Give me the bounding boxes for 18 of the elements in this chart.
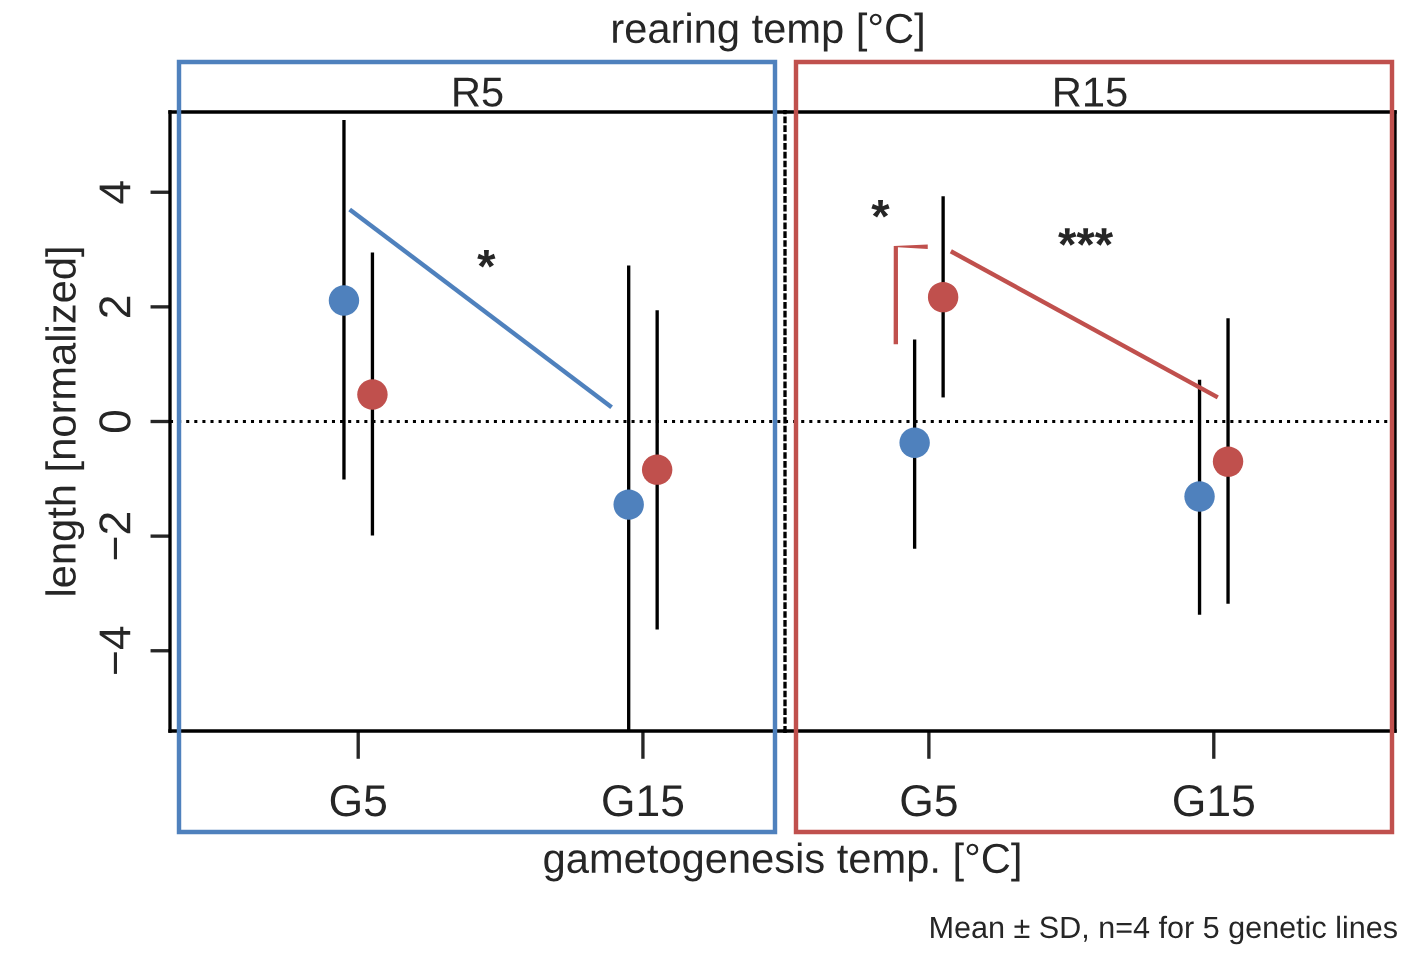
x-tick-label: G5 xyxy=(901,784,957,817)
chart-title: R15 xyxy=(1055,77,1127,107)
y-tick-label: 4 xyxy=(99,181,131,204)
text: rearing temp [°C] xyxy=(613,12,923,52)
annotation: *** xyxy=(1058,228,1114,246)
y-tick-label: −4 xyxy=(99,626,131,674)
text: Mean ± SD, n=4 for 5 genetic lines xyxy=(931,915,1397,945)
annotation: * xyxy=(477,249,496,268)
x-axis-title: gametogenesis temp. [°C] xyxy=(544,842,1020,882)
y-axis-title: length [normalized] xyxy=(45,248,85,595)
x-tick-label: G15 xyxy=(603,784,684,817)
x-tick-label: G5 xyxy=(330,784,386,817)
x-tick-label: G15 xyxy=(1174,784,1254,817)
chart-title: R5 xyxy=(454,77,503,107)
y-tick-label: 0 xyxy=(99,410,131,433)
y-tick-label: 2 xyxy=(99,296,131,317)
annotation: * xyxy=(871,200,890,218)
y-tick-label: −2 xyxy=(99,513,131,560)
